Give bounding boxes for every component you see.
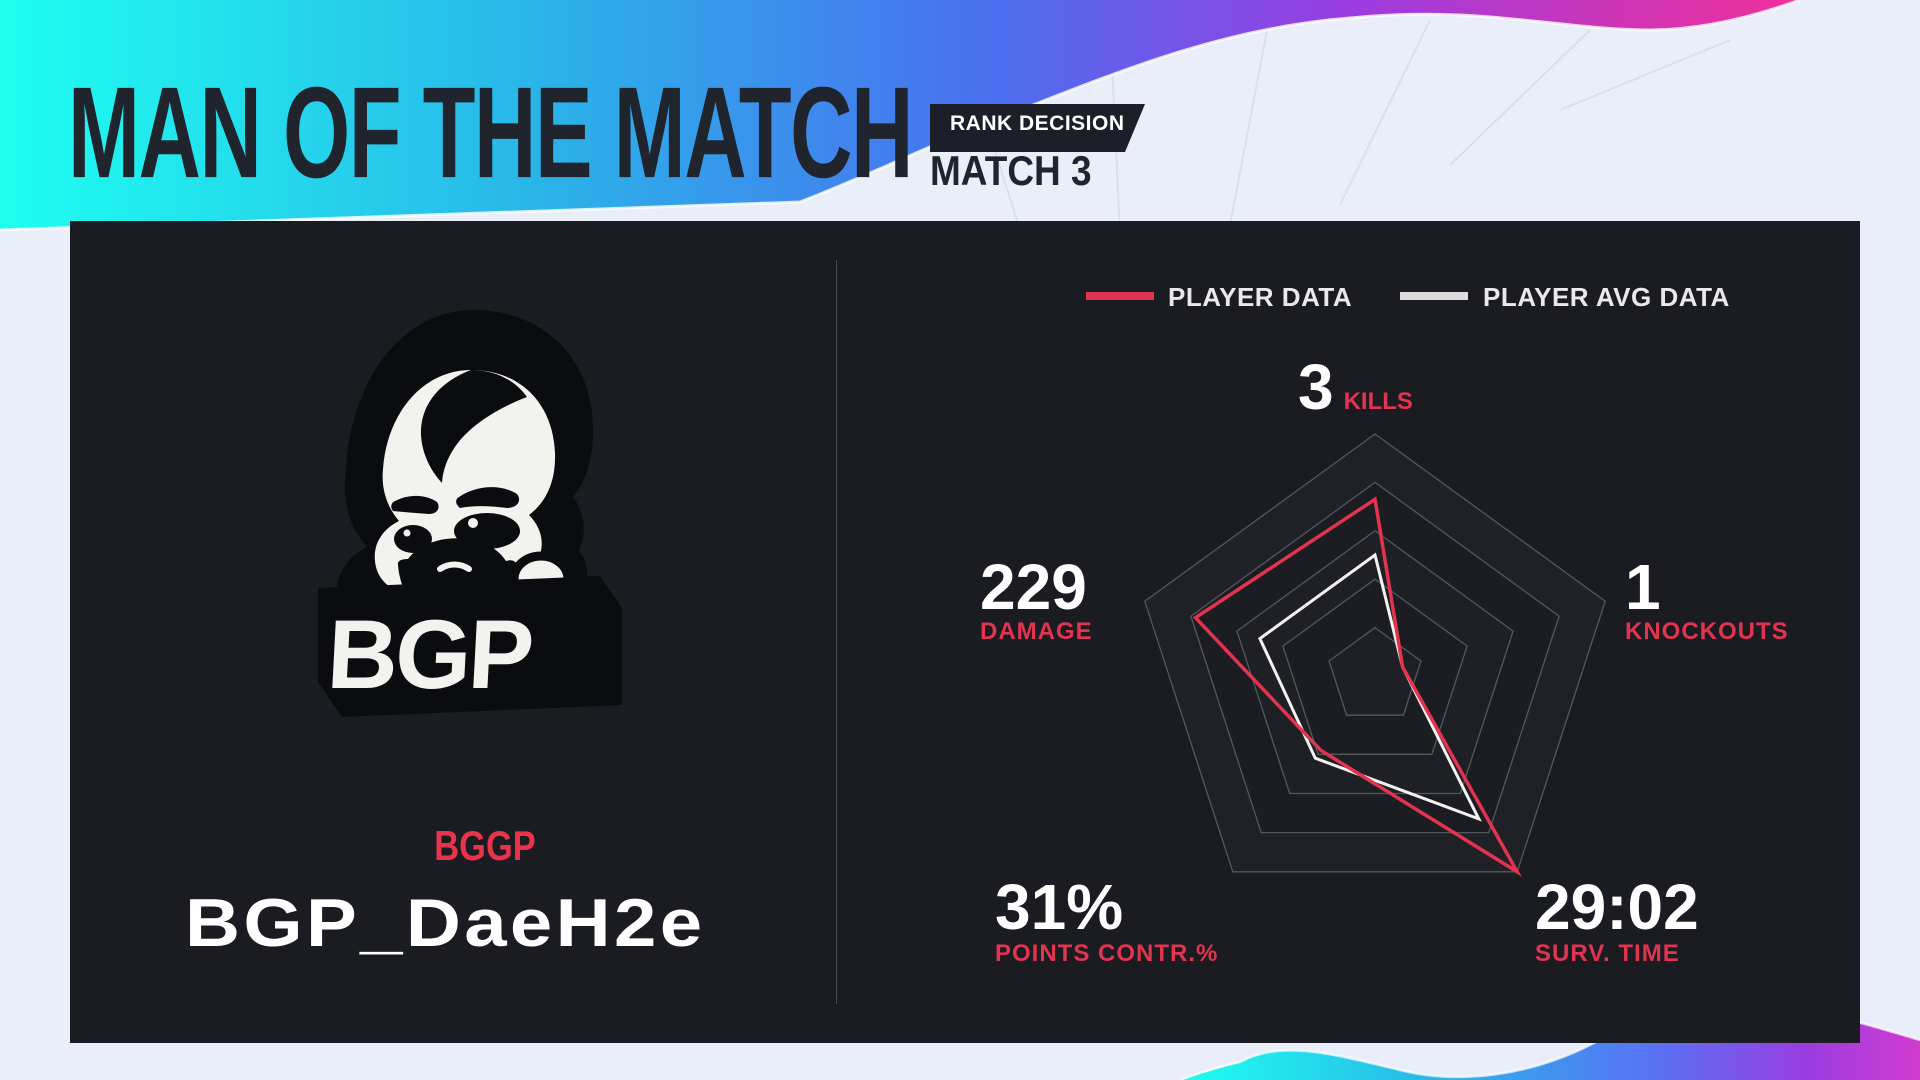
- svg-text:BGP: BGP: [325, 599, 535, 709]
